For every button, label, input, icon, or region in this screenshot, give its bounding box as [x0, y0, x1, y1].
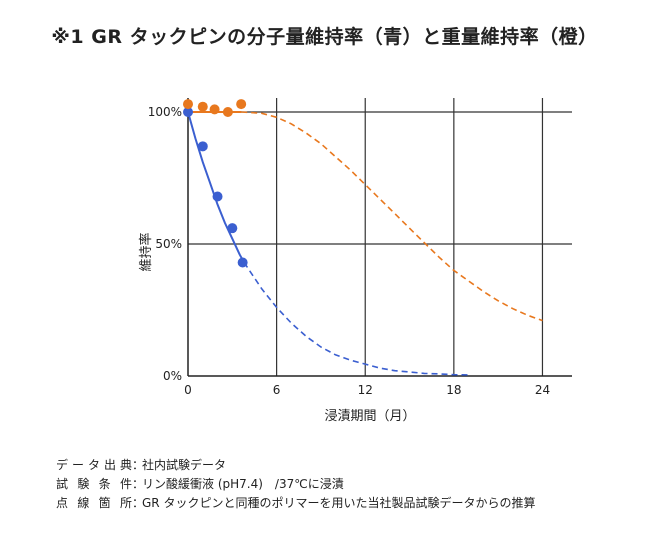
note-label: 点線箇所 [56, 496, 132, 510]
note-value: リン酸緩衝液 (pH7.4) /37℃に浸漬 [142, 477, 344, 491]
x-tick-label: 6 [273, 383, 281, 397]
series-1-point [197, 101, 208, 112]
axes [187, 98, 572, 377]
series-0-point [227, 223, 238, 234]
data-points [183, 99, 248, 268]
note-dotted: 点線箇所： GR タックピンと同種のポリマーを用いた当社製品試験データからの推算 [56, 494, 535, 513]
series-1-point [209, 104, 220, 115]
retention-chart: 0 6 12 18 24 0% 50% 100% 浸漬期間（月） 維持率 [138, 98, 572, 424]
chart-title: ※1 GR タックピンの分子量維持率（青）と重量維持率（橙） [51, 26, 598, 48]
series-0-fit-dashed [243, 262, 469, 376]
note-value: 社内試験データ [142, 458, 227, 472]
series-0-point [212, 191, 223, 202]
note-source: データ出典：社内試験データ [56, 456, 535, 475]
notes: データ出典：社内試験データ 試験条件：リン酸緩衝液 (pH7.4) /37℃に浸… [56, 456, 535, 513]
y-tick-label: 50% [155, 237, 182, 251]
x-tick-label: 0 [184, 383, 192, 397]
series-1-point [183, 99, 193, 110]
series-0-point [197, 141, 208, 152]
y-tick-label: 0% [163, 369, 182, 383]
note-label: 試験条件 [56, 477, 132, 491]
x-tick-label: 18 [446, 383, 461, 397]
series-1-point [236, 99, 247, 110]
y-axis-title: 維持率 [138, 232, 154, 271]
series-1-point [222, 107, 233, 117]
note-label: データ出典 [56, 458, 132, 472]
note-value: GR タックピンと同種のポリマーを用いた当社製品試験データからの推算 [142, 496, 536, 510]
series-0-point [183, 107, 193, 117]
tick-labels: 0 6 12 18 24 0% 50% 100% [148, 105, 550, 397]
note-conditions: 試験条件：リン酸緩衝液 (pH7.4) /37℃に浸漬 [56, 475, 535, 494]
grid-lines [188, 98, 572, 376]
x-tick-label: 12 [358, 383, 373, 397]
x-tick-label: 24 [535, 383, 550, 397]
x-axis-title: 浸漬期間（月） [324, 409, 415, 424]
series-0-fit-solid [187, 111, 245, 263]
series-0-point [237, 257, 248, 268]
y-tick-label: 100% [148, 105, 182, 119]
series-1-fit-dashed [241, 111, 543, 322]
